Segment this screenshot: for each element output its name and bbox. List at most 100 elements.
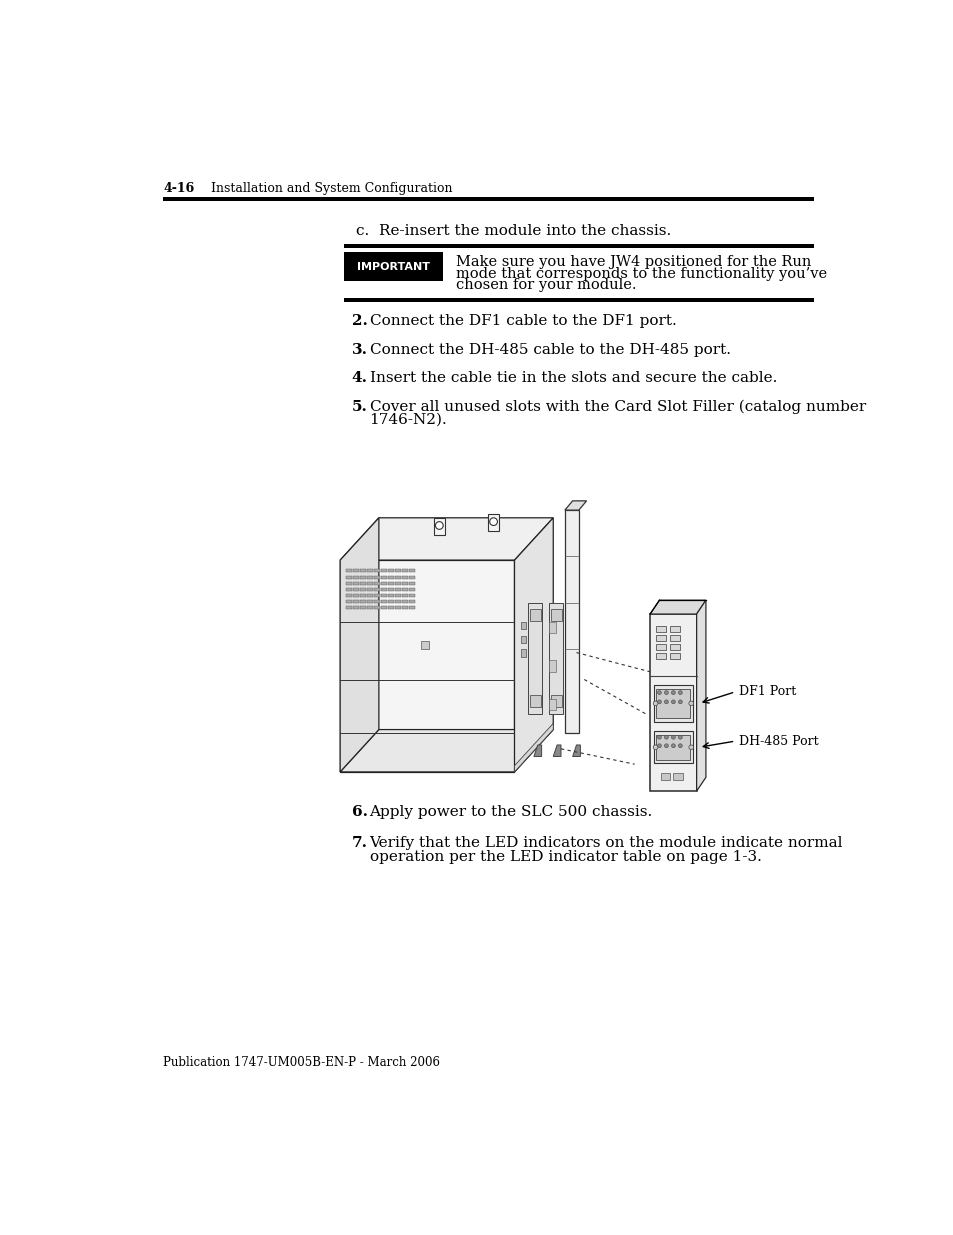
Text: 7.: 7. (352, 836, 367, 850)
Bar (670, 653, 679, 659)
Text: 1746-N2).: 1746-N2). (369, 412, 447, 427)
Bar (360, 606, 365, 609)
Circle shape (653, 701, 658, 705)
Bar (656, 735, 690, 760)
Bar (660, 773, 670, 779)
Bar (353, 588, 358, 592)
Circle shape (664, 690, 668, 694)
Circle shape (678, 700, 681, 704)
Bar (374, 606, 379, 609)
Bar (549, 621, 555, 634)
Bar (388, 600, 394, 603)
Text: chosen for your module.: chosen for your module. (456, 278, 637, 293)
Polygon shape (696, 600, 705, 792)
Polygon shape (340, 517, 553, 561)
Bar (353, 576, 358, 579)
Bar (381, 582, 386, 585)
Text: 4-16: 4-16 (163, 182, 194, 195)
Bar (421, 641, 429, 648)
Circle shape (664, 743, 668, 747)
Bar (367, 594, 373, 597)
Circle shape (688, 701, 693, 705)
Text: mode that corresponds to the functionality you’ve: mode that corresponds to the functionali… (456, 267, 826, 280)
Polygon shape (649, 614, 696, 792)
Circle shape (664, 735, 668, 740)
Bar (346, 606, 352, 609)
Bar (346, 594, 352, 597)
Bar (549, 603, 562, 714)
Circle shape (664, 700, 668, 704)
Polygon shape (564, 510, 578, 734)
Bar (402, 588, 407, 592)
Bar (388, 594, 394, 597)
Circle shape (671, 700, 675, 704)
Polygon shape (649, 600, 705, 614)
Text: Connect the DF1 cable to the DF1 port.: Connect the DF1 cable to the DF1 port. (369, 315, 676, 329)
Polygon shape (564, 501, 586, 510)
Text: 2.: 2. (352, 315, 367, 329)
Text: operation per the LED indicator table on page 1-3.: operation per the LED indicator table on… (369, 850, 760, 863)
Bar (353, 606, 358, 609)
Bar (346, 569, 352, 573)
Bar (521, 650, 525, 657)
Bar (360, 594, 365, 597)
Circle shape (657, 743, 660, 747)
Bar (656, 635, 665, 641)
Bar (381, 594, 386, 597)
Circle shape (671, 743, 675, 747)
Bar (346, 588, 352, 592)
Text: 5.: 5. (352, 400, 367, 414)
Bar (402, 569, 407, 573)
Bar (409, 576, 415, 579)
Bar (360, 588, 365, 592)
Bar (353, 594, 358, 597)
Bar (402, 582, 407, 585)
Bar (656, 653, 665, 659)
Bar (367, 606, 373, 609)
Text: 4.: 4. (352, 372, 367, 385)
Bar (654, 685, 692, 721)
Text: DF1 Port: DF1 Port (739, 685, 796, 698)
Polygon shape (340, 561, 514, 772)
Circle shape (435, 521, 443, 530)
Circle shape (657, 735, 660, 740)
Bar (550, 695, 561, 708)
Bar (163, 196, 814, 200)
Bar (521, 650, 525, 657)
Text: Apply power to the SLC 500 chassis.: Apply power to the SLC 500 chassis. (369, 805, 652, 819)
Bar (409, 569, 415, 573)
Bar (381, 600, 386, 603)
Bar (402, 600, 407, 603)
Circle shape (653, 745, 658, 750)
Bar (550, 609, 561, 621)
Circle shape (678, 743, 681, 747)
Text: Insert the cable tie in the slots and secure the cable.: Insert the cable tie in the slots and se… (369, 372, 776, 385)
Circle shape (657, 690, 660, 694)
Bar (549, 661, 555, 672)
Polygon shape (534, 745, 541, 757)
Bar (367, 582, 373, 585)
Bar (409, 606, 415, 609)
Bar (656, 689, 690, 718)
Bar (395, 600, 400, 603)
Polygon shape (514, 724, 553, 772)
Bar (549, 699, 555, 710)
Bar (367, 569, 373, 573)
Bar (367, 600, 373, 603)
Bar (360, 582, 365, 585)
Bar (521, 621, 525, 630)
Text: IMPORTANT: IMPORTANT (356, 262, 430, 272)
Bar (395, 576, 400, 579)
Circle shape (671, 735, 675, 740)
Bar (409, 594, 415, 597)
Bar (656, 645, 665, 651)
Bar (346, 600, 352, 603)
Bar (381, 569, 386, 573)
Bar (395, 582, 400, 585)
Bar (374, 600, 379, 603)
Bar (528, 603, 542, 714)
Circle shape (678, 690, 681, 694)
Bar (346, 576, 352, 579)
Bar (488, 514, 498, 531)
Bar (402, 594, 407, 597)
